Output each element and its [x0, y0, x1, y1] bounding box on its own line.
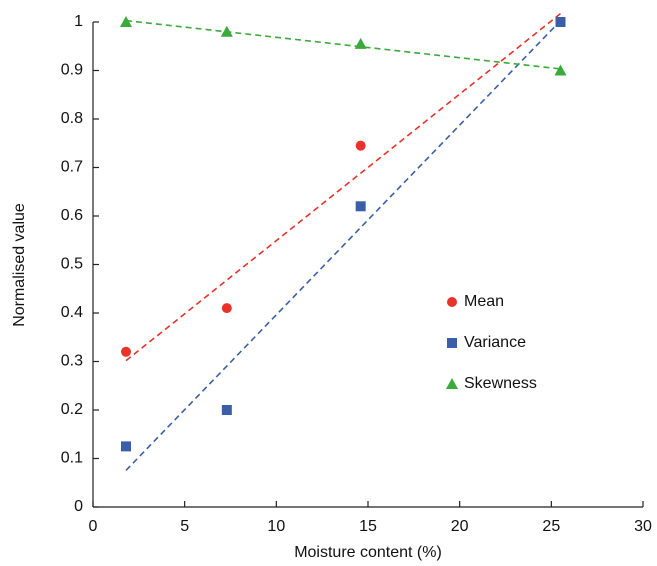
legend-label: Variance: [464, 334, 526, 351]
x-tick-label: 10: [267, 518, 285, 535]
y-tick-label: 0.3: [61, 353, 83, 370]
x-tick-label: 20: [451, 518, 469, 535]
legend-marker: [446, 378, 458, 389]
trendline: [125, 20, 562, 471]
y-tick-label: 0.8: [61, 110, 83, 127]
y-tick-label: 0.5: [61, 256, 83, 273]
y-tick-label: 0: [74, 498, 83, 515]
point: [554, 64, 567, 76]
y-tick-label: 0.9: [61, 62, 83, 79]
point: [221, 405, 232, 415]
y-tick-label: 0.2: [61, 401, 83, 418]
x-axis-label: Moisture content (%): [294, 544, 442, 561]
trendline: [125, 19, 561, 70]
point: [354, 37, 367, 49]
x-tick-label: 25: [542, 518, 560, 535]
y-tick-label: 1: [74, 13, 83, 30]
point: [121, 441, 131, 452]
legend-label: Skewness: [464, 375, 537, 392]
point: [121, 346, 131, 357]
x-tick-label: 15: [359, 518, 377, 535]
x-tick-label: 30: [634, 518, 652, 535]
point: [221, 303, 232, 314]
point: [120, 16, 132, 27]
point: [220, 25, 233, 37]
trendline: [125, 12, 561, 362]
legend-marker: [447, 338, 457, 348]
x-tick-label: 0: [89, 518, 98, 535]
legend-marker: [447, 297, 457, 307]
y-tick-label: 0.7: [61, 159, 83, 176]
legend-label: Mean: [464, 293, 504, 310]
y-tick-label: 0.6: [61, 207, 83, 224]
y-axis-label: Normalised value: [11, 203, 28, 327]
point: [355, 201, 366, 212]
point: [555, 17, 566, 27]
point: [355, 140, 366, 151]
y-tick-label: 0.1: [61, 450, 83, 467]
x-tick-label: 5: [180, 518, 189, 535]
y-tick-label: 0.4: [61, 304, 83, 321]
